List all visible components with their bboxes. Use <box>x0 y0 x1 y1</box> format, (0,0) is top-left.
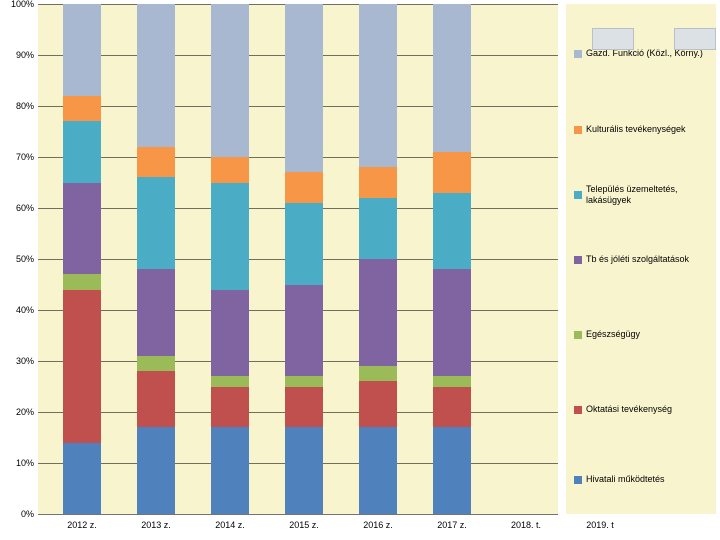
legend-swatch <box>574 191 582 199</box>
legend-item-oktatasi: Oktatási tevékenység <box>574 404 714 415</box>
y-axis-label: 60% <box>0 203 34 213</box>
bar-segment-telepules <box>359 198 397 259</box>
bar-segment-tbjoleti <box>137 269 175 356</box>
bar-segment-telepules <box>285 203 323 285</box>
bar-segment-hivatali <box>63 443 101 514</box>
bar <box>359 4 397 514</box>
y-axis-label: 30% <box>0 356 34 366</box>
bar-segment-kulturalis <box>137 147 175 178</box>
bar <box>433 4 471 514</box>
bar-segment-telepules <box>211 183 249 290</box>
legend-label: Oktatási tevékenység <box>586 404 672 415</box>
bar-segment-kulturalis <box>63 96 101 122</box>
bar-segment-oktatasi <box>211 387 249 428</box>
y-axis-label: 90% <box>0 50 34 60</box>
y-axis-label: 20% <box>0 407 34 417</box>
y-axis-label: 100% <box>0 0 34 9</box>
bar-segment-gazd <box>433 4 471 152</box>
legend-swatch <box>574 256 582 264</box>
y-axis-label: 40% <box>0 305 34 315</box>
bar-segment-gazd <box>63 4 101 96</box>
y-axis-label: 70% <box>0 152 34 162</box>
x-axis-label: 2014 z. <box>200 520 260 530</box>
bar <box>137 4 175 514</box>
bar <box>211 4 249 514</box>
y-axis-label: 0% <box>0 509 34 519</box>
legend-swatch <box>574 50 582 58</box>
bars-container <box>38 4 558 514</box>
legend-item-kulturalis: Kulturális tevékenységek <box>574 124 714 135</box>
bar-segment-hivatali <box>359 427 397 514</box>
bar-segment-tbjoleti <box>359 259 397 366</box>
x-axis-label: 2016 z. <box>348 520 408 530</box>
x-axis-label: 2017 z. <box>422 520 482 530</box>
future-placeholder <box>592 28 634 50</box>
legend-label: Egészségügy <box>586 329 640 340</box>
bar-segment-hivatali <box>137 427 175 514</box>
x-axis-label: 2012 z. <box>52 520 112 530</box>
legend-swatch <box>574 126 582 134</box>
legend-item-telepules: Település üzemeltetés, lakásügyek <box>574 184 714 206</box>
bar <box>285 4 323 514</box>
bar-segment-hivatali <box>211 427 249 514</box>
bar-segment-oktatasi <box>433 387 471 428</box>
bar-segment-egeszseg <box>359 366 397 381</box>
bar-segment-tbjoleti <box>285 285 323 377</box>
bar-segment-kulturalis <box>211 157 249 183</box>
future-placeholder <box>674 28 716 50</box>
bar-segment-egeszseg <box>211 376 249 386</box>
legend-item-egeszseg: Egészségügy <box>574 329 714 340</box>
bar-segment-telepules <box>433 193 471 270</box>
x-axis-label: 2018. t. <box>496 520 556 530</box>
bar-segment-tbjoleti <box>433 269 471 376</box>
bar-segment-kulturalis <box>433 152 471 193</box>
legend-swatch <box>574 331 582 339</box>
bar-segment-tbjoleti <box>211 290 249 377</box>
bar-segment-gazd <box>137 4 175 147</box>
gridline <box>38 514 558 515</box>
bar-segment-gazd <box>285 4 323 172</box>
bar-segment-kulturalis <box>359 167 397 198</box>
legend-label: Tb és jóléti szolgáltatások <box>586 254 689 265</box>
legend-swatch <box>574 406 582 414</box>
y-axis-label: 50% <box>0 254 34 264</box>
bar-segment-egeszseg <box>63 274 101 289</box>
bar-segment-hivatali <box>433 427 471 514</box>
legend-label: Kulturális tevékenységek <box>586 124 686 135</box>
bar-segment-egeszseg <box>433 376 471 386</box>
legend-item-tbjoleti: Tb és jóléti szolgáltatások <box>574 254 714 265</box>
y-axis-label: 80% <box>0 101 34 111</box>
bar-segment-gazd <box>359 4 397 167</box>
x-axis-label: 2019. t <box>570 520 630 530</box>
bar-segment-tbjoleti <box>63 183 101 275</box>
y-axis-label: 10% <box>0 458 34 468</box>
stacked-bar-chart: 0% 10% 20% 30% 40% 50% 60% 70% 80% 90% 100% 2012 z… <box>0 0 720 540</box>
bar-segment-egeszseg <box>285 376 323 386</box>
x-axis-label: 2013 z. <box>126 520 186 530</box>
bar-segment-telepules <box>63 121 101 182</box>
legend-item-hivatali: Hivatali működtetés <box>574 474 714 485</box>
bar-segment-gazd <box>211 4 249 157</box>
bar-segment-kulturalis <box>285 172 323 203</box>
bar-segment-oktatasi <box>63 290 101 443</box>
legend-swatch <box>574 476 582 484</box>
legend-label: Település üzemeltetés, lakásügyek <box>586 184 714 206</box>
bar-segment-oktatasi <box>359 381 397 427</box>
bar-segment-oktatasi <box>137 371 175 427</box>
legend: Gazd. Funkció (Közl., Körny.)Kulturális … <box>566 4 716 514</box>
x-axis-label: 2015 z. <box>274 520 334 530</box>
bar-segment-telepules <box>137 177 175 269</box>
bar-segment-egeszseg <box>137 356 175 371</box>
bar-segment-oktatasi <box>285 387 323 428</box>
bar-segment-hivatali <box>285 427 323 514</box>
legend-label: Hivatali működtetés <box>586 474 665 485</box>
bar <box>63 4 101 514</box>
